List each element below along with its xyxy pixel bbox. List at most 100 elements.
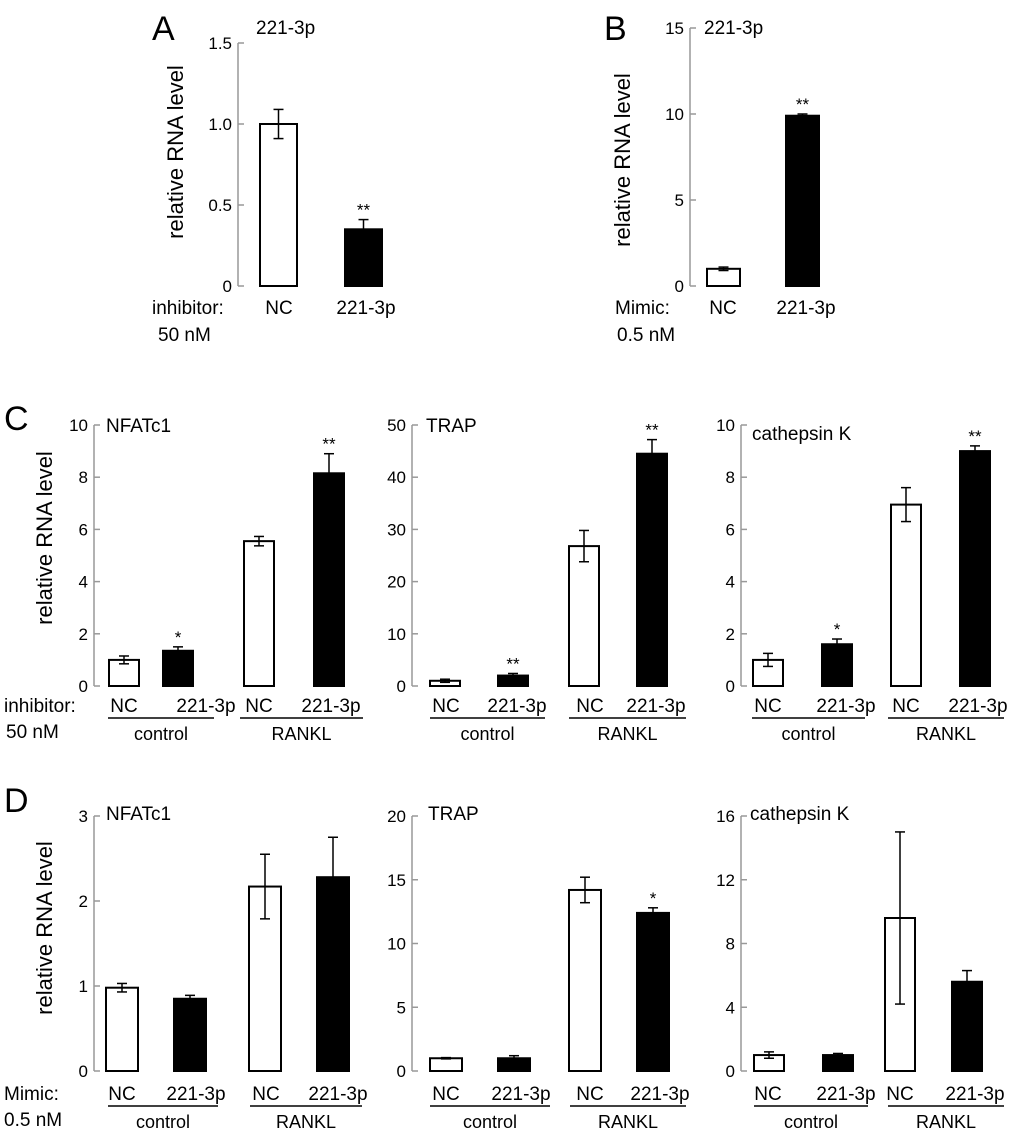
chart-a-significance: ** <box>357 201 371 220</box>
chart-c1-title: NFATc1 <box>106 416 171 437</box>
chart-b-significance: ** <box>796 95 810 114</box>
chart-a-title: 221-3p <box>256 18 315 39</box>
inhibitor-conc-c: 50 nM <box>6 722 59 743</box>
chart-c2-category-label: NC <box>576 696 603 717</box>
chart-c1-ytick-label: 10 <box>69 416 88 435</box>
chart-b-bar <box>785 114 820 287</box>
panel-d-ylabel: relative RNA level <box>32 841 57 1015</box>
inhibitor-label-a: inhibitor: <box>152 298 224 319</box>
chart-c3-group-label: RANKL <box>916 724 976 744</box>
chart-c3-ytick-label: 0 <box>726 677 735 696</box>
chart-c3-group-label: control <box>781 724 835 744</box>
chart-c2-ytick-label: 50 <box>387 416 406 435</box>
chart-d3-category-label: NC <box>886 1084 913 1105</box>
chart-a-ytick-label: 0.5 <box>208 196 232 215</box>
chart-c1-significance: ** <box>322 435 336 454</box>
chart-c3-ytick-label: 4 <box>726 573 735 592</box>
chart-a-ytick-label: 1.0 <box>208 115 232 134</box>
chart-d1-category-label: NC <box>108 1084 135 1105</box>
chart-d3-ytick-label: 0 <box>726 1062 735 1081</box>
chart-c2-ytick-label: 0 <box>397 677 406 696</box>
chart-d2-category-label: NC <box>432 1084 459 1105</box>
chart-b-category-label: 221-3p <box>776 298 835 319</box>
panel-label-b: B <box>604 10 627 48</box>
chart-c2-bar <box>568 545 600 687</box>
chart-d3-bar <box>822 1054 854 1072</box>
chart-c1-group-label: RANKL <box>271 724 331 744</box>
chart-d1-bar <box>105 986 139 1073</box>
chart-d1-category-label: NC <box>252 1084 279 1105</box>
chart-a-category-label: NC <box>265 298 292 319</box>
chart-c2-significance: ** <box>645 421 659 440</box>
chart-c2-group-label: control <box>460 724 514 744</box>
mimic-conc-d: 0.5 nM <box>4 1110 62 1131</box>
chart-d1-category-label: 221-3p <box>166 1084 225 1105</box>
chart-c1-ytick-label: 0 <box>79 677 88 696</box>
chart-d2-ytick-label: 15 <box>387 871 406 890</box>
chart-a-category-label: 221-3p <box>336 298 395 319</box>
chart-c2-category-label: 221-3p <box>487 696 546 717</box>
chart-c3-significance: * <box>834 620 841 639</box>
chart-c3-ytick-label: 8 <box>726 468 735 487</box>
chart-c1-ytick-label: 4 <box>79 573 88 592</box>
chart-c1-bar <box>243 540 275 688</box>
chart-c1-bar <box>313 472 345 687</box>
chart-c3-bar <box>959 450 991 687</box>
chart-c3-category-label: NC <box>754 696 781 717</box>
chart-c2-bar <box>636 452 668 687</box>
chart-c3-category-label: 221-3p <box>948 696 1007 717</box>
chart-d1-group-label: RANKL <box>276 1112 336 1131</box>
chart-d2-group-label: RANKL <box>598 1112 658 1131</box>
chart-a-ytick-label: 0 <box>223 277 232 296</box>
chart-d3-ytick-label: 12 <box>716 871 735 890</box>
chart-d1-ytick-label: 1 <box>79 977 88 996</box>
chart-b-ytick-label: 10 <box>665 105 684 124</box>
chart-c1-group-label: control <box>134 724 188 744</box>
chart-b-ytick-label: 5 <box>675 191 684 210</box>
chart-d3-category-label: NC <box>754 1084 781 1105</box>
chart-c2-category-label: NC <box>432 696 459 717</box>
chart-d1-ytick-label: 2 <box>79 892 88 911</box>
chart-d1-title: NFATc1 <box>106 804 171 825</box>
chart-b-category-label: NC <box>709 298 736 319</box>
chart-d3-category-label: 221-3p <box>945 1084 1004 1105</box>
chart-d2-bar <box>429 1057 463 1072</box>
panel-c-ylabel: relative RNA level <box>32 451 57 625</box>
chart-d3-group-label: RANKL <box>916 1112 976 1131</box>
chart-c3-category-label: 221-3p <box>816 696 875 717</box>
chart-c3-bar <box>890 503 922 688</box>
chart-c3-ytick-label: 10 <box>716 416 735 435</box>
chart-d3-group-label: control <box>784 1112 838 1131</box>
chart-d2-group-label: control <box>463 1112 517 1131</box>
panel-label-c: C <box>4 400 29 438</box>
chart-d1-group-label: control <box>136 1112 190 1131</box>
chart-d1-ytick-label: 3 <box>79 807 88 826</box>
chart-c2-category-label: 221-3p <box>626 696 685 717</box>
chart-c3-ytick-label: 2 <box>726 625 735 644</box>
chart-c1-ytick-label: 2 <box>79 625 88 644</box>
chart-c3-bar <box>821 643 853 687</box>
panel-label-a: A <box>152 10 175 48</box>
chart-d2-title: TRAP <box>428 804 479 825</box>
chart-d1-ytick-label: 0 <box>79 1062 88 1081</box>
chart-c2-group-label: RANKL <box>597 724 657 744</box>
chart-d1-category-label: 221-3p <box>308 1084 367 1105</box>
mimic-label-d: Mimic: <box>4 1084 59 1105</box>
chart-d2-ytick-label: 10 <box>387 935 406 954</box>
chart-c1-ytick-label: 6 <box>79 520 88 539</box>
chart-a-bar <box>259 123 298 287</box>
chart-c3-category-label: NC <box>892 696 919 717</box>
chart-c2-significance: ** <box>506 654 520 673</box>
panel-b-ylabel: relative RNA level <box>610 73 635 247</box>
chart-c3-title: cathepsin K <box>752 424 852 445</box>
chart-d2-bar <box>636 911 670 1073</box>
chart-b-bar <box>706 267 741 287</box>
chart-d3-ytick-label: 8 <box>726 935 735 954</box>
chart-c1-category-label: 221-3p <box>176 696 235 717</box>
chart-d2-ytick-label: 5 <box>397 998 406 1017</box>
panel-a-ylabel: relative RNA level <box>163 65 188 239</box>
chart-c1-significance: * <box>175 628 182 647</box>
chart-c2-ytick-label: 10 <box>387 625 406 644</box>
chart-d3-bar <box>951 980 983 1072</box>
chart-c1-category-label: 221-3p <box>301 696 360 717</box>
